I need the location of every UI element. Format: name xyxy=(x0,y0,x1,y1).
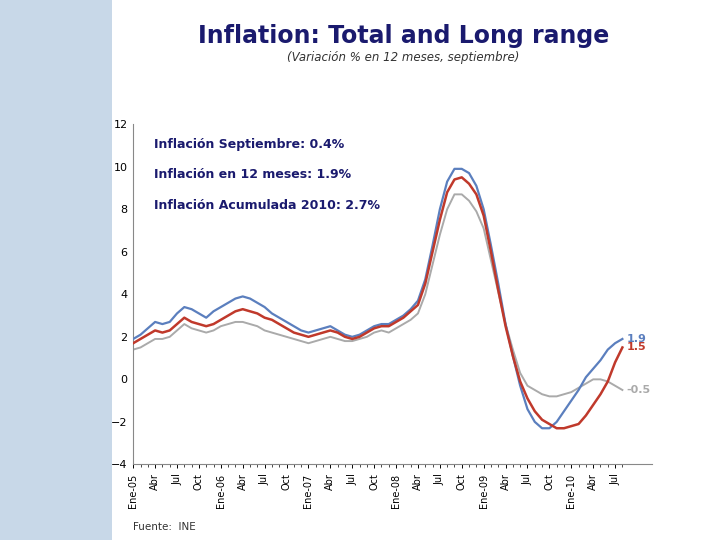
Text: Inflation: Total and Long range: Inflation: Total and Long range xyxy=(197,24,609,48)
Text: Inflación Septiembre: 0.4%: Inflación Septiembre: 0.4% xyxy=(154,138,344,151)
Text: 1.9: 1.9 xyxy=(627,334,647,344)
Text: -0.5: -0.5 xyxy=(627,385,651,395)
Text: Inflación en 12 meses: 1.9%: Inflación en 12 meses: 1.9% xyxy=(154,168,351,181)
Text: (Variación % en 12 meses, septiembre): (Variación % en 12 meses, septiembre) xyxy=(287,51,519,64)
Text: Fuente:  INE: Fuente: INE xyxy=(133,522,196,532)
Text: Inflación Acumulada 2010: 2.7%: Inflación Acumulada 2010: 2.7% xyxy=(154,199,380,212)
Text: 1.5: 1.5 xyxy=(627,342,647,353)
